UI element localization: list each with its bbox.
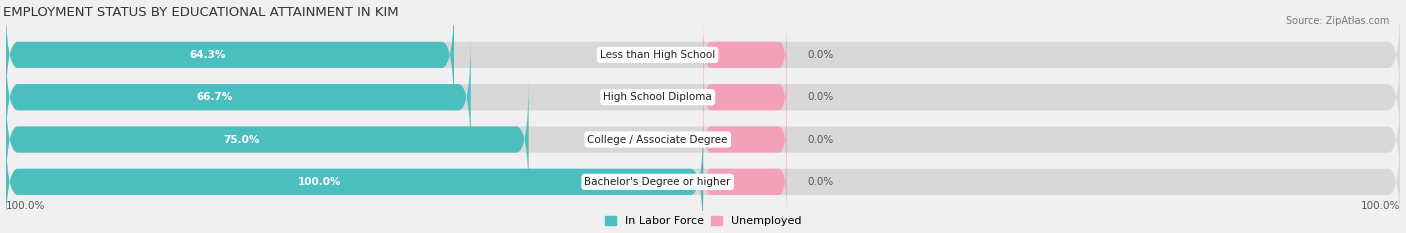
Text: 0.0%: 0.0% xyxy=(807,177,834,187)
FancyBboxPatch shape xyxy=(6,36,1400,159)
FancyBboxPatch shape xyxy=(703,148,787,215)
Text: 0.0%: 0.0% xyxy=(807,50,834,60)
FancyBboxPatch shape xyxy=(6,78,529,201)
FancyBboxPatch shape xyxy=(6,0,454,116)
FancyBboxPatch shape xyxy=(6,120,703,233)
Text: 100.0%: 100.0% xyxy=(1361,201,1400,211)
Text: 0.0%: 0.0% xyxy=(807,92,834,102)
FancyBboxPatch shape xyxy=(703,21,787,88)
Legend: In Labor Force, Unemployed: In Labor Force, Unemployed xyxy=(603,213,803,228)
Text: 64.3%: 64.3% xyxy=(190,50,225,60)
Text: Source: ZipAtlas.com: Source: ZipAtlas.com xyxy=(1285,16,1389,26)
Text: 0.0%: 0.0% xyxy=(807,134,834,144)
FancyBboxPatch shape xyxy=(703,64,787,131)
Text: 100.0%: 100.0% xyxy=(6,201,45,211)
Text: EMPLOYMENT STATUS BY EDUCATIONAL ATTAINMENT IN KIM: EMPLOYMENT STATUS BY EDUCATIONAL ATTAINM… xyxy=(3,6,398,19)
Text: 75.0%: 75.0% xyxy=(222,134,259,144)
Text: Bachelor's Degree or higher: Bachelor's Degree or higher xyxy=(585,177,731,187)
Text: 66.7%: 66.7% xyxy=(197,92,233,102)
FancyBboxPatch shape xyxy=(6,120,1400,233)
Text: Less than High School: Less than High School xyxy=(600,50,716,60)
FancyBboxPatch shape xyxy=(6,36,471,159)
FancyBboxPatch shape xyxy=(6,0,1400,116)
Text: College / Associate Degree: College / Associate Degree xyxy=(588,134,728,144)
FancyBboxPatch shape xyxy=(703,106,787,173)
FancyBboxPatch shape xyxy=(6,78,1400,201)
Text: 100.0%: 100.0% xyxy=(298,177,342,187)
Text: High School Diploma: High School Diploma xyxy=(603,92,711,102)
